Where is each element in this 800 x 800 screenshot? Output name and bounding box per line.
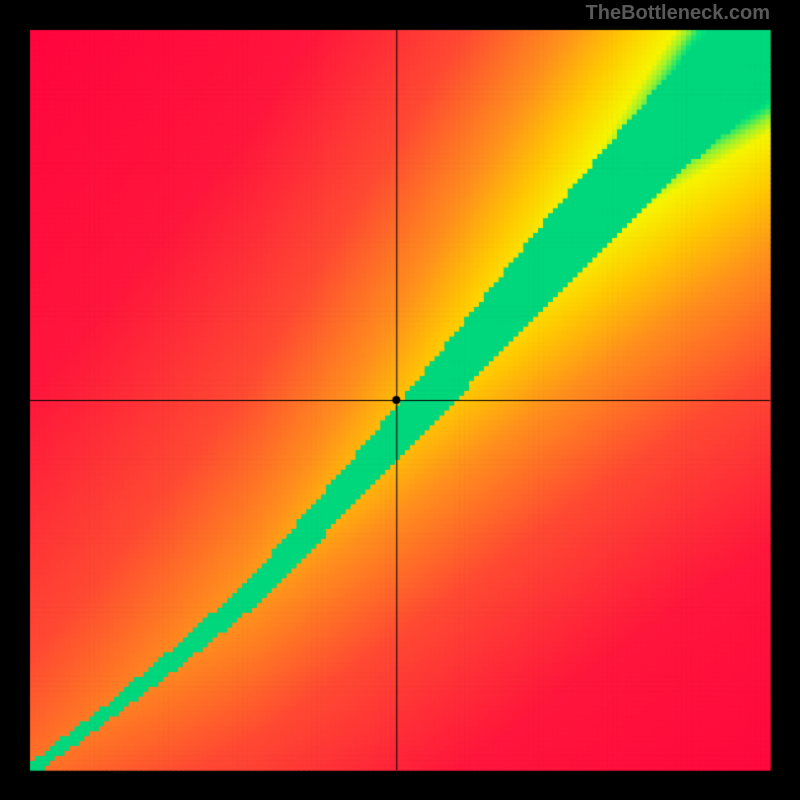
bottleneck-heatmap-canvas bbox=[0, 0, 800, 800]
chart-container: TheBottleneck.com bbox=[0, 0, 800, 800]
watermark-text: TheBottleneck.com bbox=[586, 2, 770, 25]
